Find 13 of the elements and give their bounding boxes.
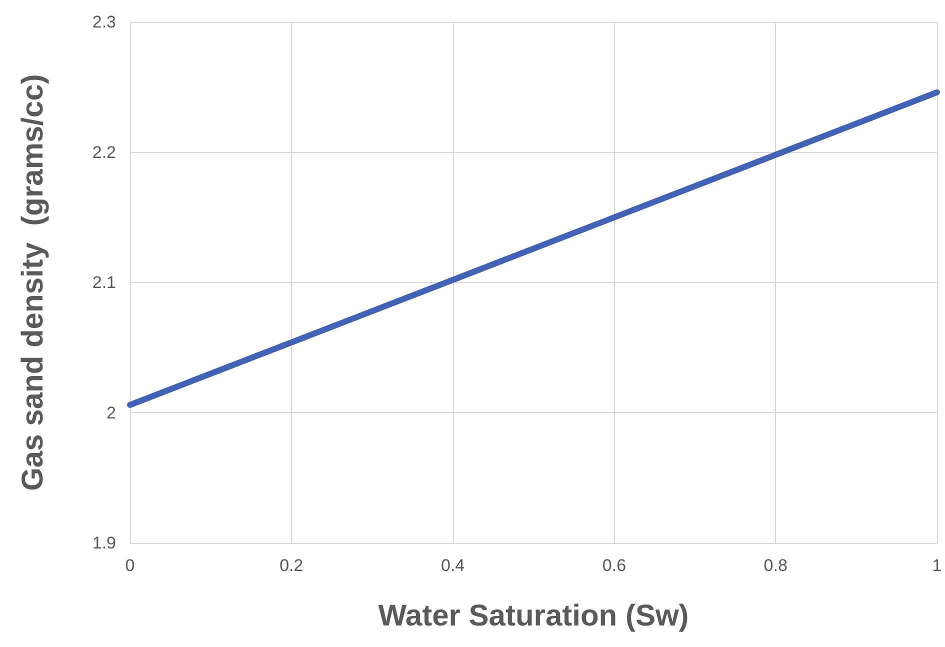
y-tick-label: 2.3 (92, 12, 116, 32)
y-tick-label: 2.2 (92, 142, 116, 162)
y-tick-label: 1.9 (92, 534, 116, 552)
x-tick-label: 1 (932, 556, 942, 575)
x-tick-label: 0.2 (280, 556, 304, 575)
x-tick-label: 0 (125, 556, 135, 575)
x-tick-label: 0.4 (440, 556, 465, 575)
x-tick-label: 0.8 (764, 556, 788, 575)
y-tick-label: 2 (106, 403, 116, 422)
x-axis-title: Water Saturation (Sw) (378, 600, 689, 632)
y-axis-title: Gas sand density (grams/cc) (16, 74, 50, 491)
y-tick-label: 2.1 (92, 273, 116, 292)
x-tick-label: 0.6 (602, 556, 626, 575)
